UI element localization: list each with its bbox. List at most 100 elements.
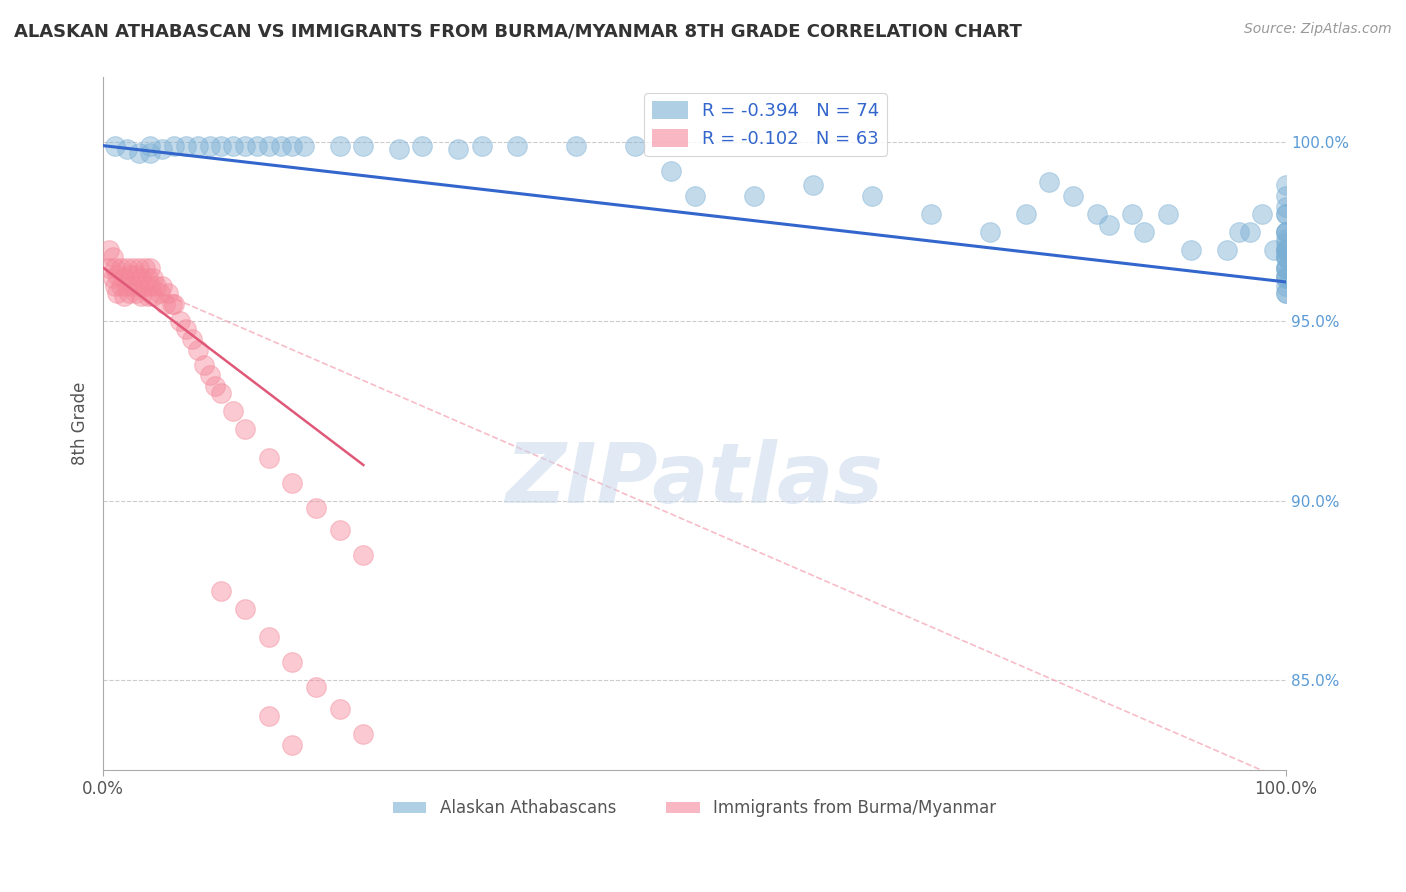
Point — [352, 548, 374, 562]
Point — [139, 260, 162, 275]
Point — [352, 138, 374, 153]
Point — [1156, 207, 1178, 221]
Point — [1275, 260, 1298, 275]
Point — [1275, 232, 1298, 246]
Point — [1275, 278, 1298, 293]
Point — [125, 285, 148, 300]
Legend: Alaskan Athabascans, Immigrants from Burma/Myanmar: Alaskan Athabascans, Immigrants from Bur… — [387, 793, 1002, 824]
Point — [105, 285, 128, 300]
Point — [1121, 207, 1143, 221]
Point — [1275, 250, 1298, 264]
Point — [153, 296, 176, 310]
Point — [1275, 178, 1298, 193]
Point — [1275, 243, 1298, 257]
Point — [1275, 225, 1298, 239]
Point — [198, 368, 221, 383]
Point — [112, 271, 135, 285]
Point — [281, 138, 304, 153]
Point — [683, 189, 706, 203]
Point — [160, 296, 183, 310]
Point — [222, 404, 245, 418]
Point — [134, 278, 156, 293]
Point — [98, 260, 121, 275]
Point — [1275, 268, 1298, 282]
Point — [233, 422, 256, 436]
Point — [979, 225, 1001, 239]
Point — [281, 475, 304, 490]
Point — [125, 268, 148, 282]
Point — [139, 138, 162, 153]
Point — [157, 285, 180, 300]
Point — [169, 314, 191, 328]
Point — [180, 332, 202, 346]
Point — [115, 278, 138, 293]
Point — [118, 268, 141, 282]
Point — [281, 738, 304, 752]
Point — [193, 358, 215, 372]
Point — [1227, 225, 1250, 239]
Point — [128, 145, 150, 160]
Point — [136, 271, 159, 285]
Point — [142, 271, 165, 285]
Point — [142, 289, 165, 303]
Point — [98, 243, 121, 257]
Point — [257, 630, 280, 644]
Point — [742, 189, 765, 203]
Point — [1275, 243, 1298, 257]
Point — [352, 727, 374, 741]
Point — [101, 271, 124, 285]
Point — [149, 285, 172, 300]
Point — [139, 278, 162, 293]
Point — [1275, 250, 1298, 264]
Point — [1133, 225, 1156, 239]
Point — [233, 138, 256, 153]
Point — [1062, 189, 1084, 203]
Point — [128, 278, 150, 293]
Point — [136, 289, 159, 303]
Point — [471, 138, 494, 153]
Point — [1275, 285, 1298, 300]
Point — [329, 702, 352, 716]
Point — [129, 271, 152, 285]
Point — [187, 138, 209, 153]
Point — [1275, 271, 1298, 285]
Point — [1015, 207, 1038, 221]
Point — [257, 709, 280, 723]
Point — [920, 207, 942, 221]
Point — [174, 321, 197, 335]
Point — [118, 285, 141, 300]
Point — [1097, 218, 1119, 232]
Point — [624, 138, 647, 153]
Point — [163, 296, 186, 310]
Point — [565, 138, 588, 153]
Point — [1180, 243, 1202, 257]
Point — [1275, 243, 1298, 257]
Point — [209, 138, 232, 153]
Point — [1275, 200, 1298, 214]
Point — [204, 379, 226, 393]
Point — [1263, 243, 1285, 257]
Point — [305, 681, 328, 695]
Point — [222, 138, 245, 153]
Point — [1275, 207, 1298, 221]
Point — [1038, 174, 1060, 188]
Point — [860, 189, 883, 203]
Point — [121, 260, 143, 275]
Point — [659, 163, 682, 178]
Point — [104, 260, 127, 275]
Point — [233, 601, 256, 615]
Point — [1275, 285, 1298, 300]
Point — [1216, 243, 1239, 257]
Point — [145, 278, 167, 293]
Point — [246, 138, 269, 153]
Point — [129, 289, 152, 303]
Point — [1275, 271, 1298, 285]
Point — [388, 142, 411, 156]
Point — [257, 138, 280, 153]
Point — [329, 138, 352, 153]
Point — [163, 138, 186, 153]
Point — [209, 583, 232, 598]
Point — [1275, 243, 1298, 257]
Point — [1239, 225, 1261, 239]
Point — [1275, 189, 1298, 203]
